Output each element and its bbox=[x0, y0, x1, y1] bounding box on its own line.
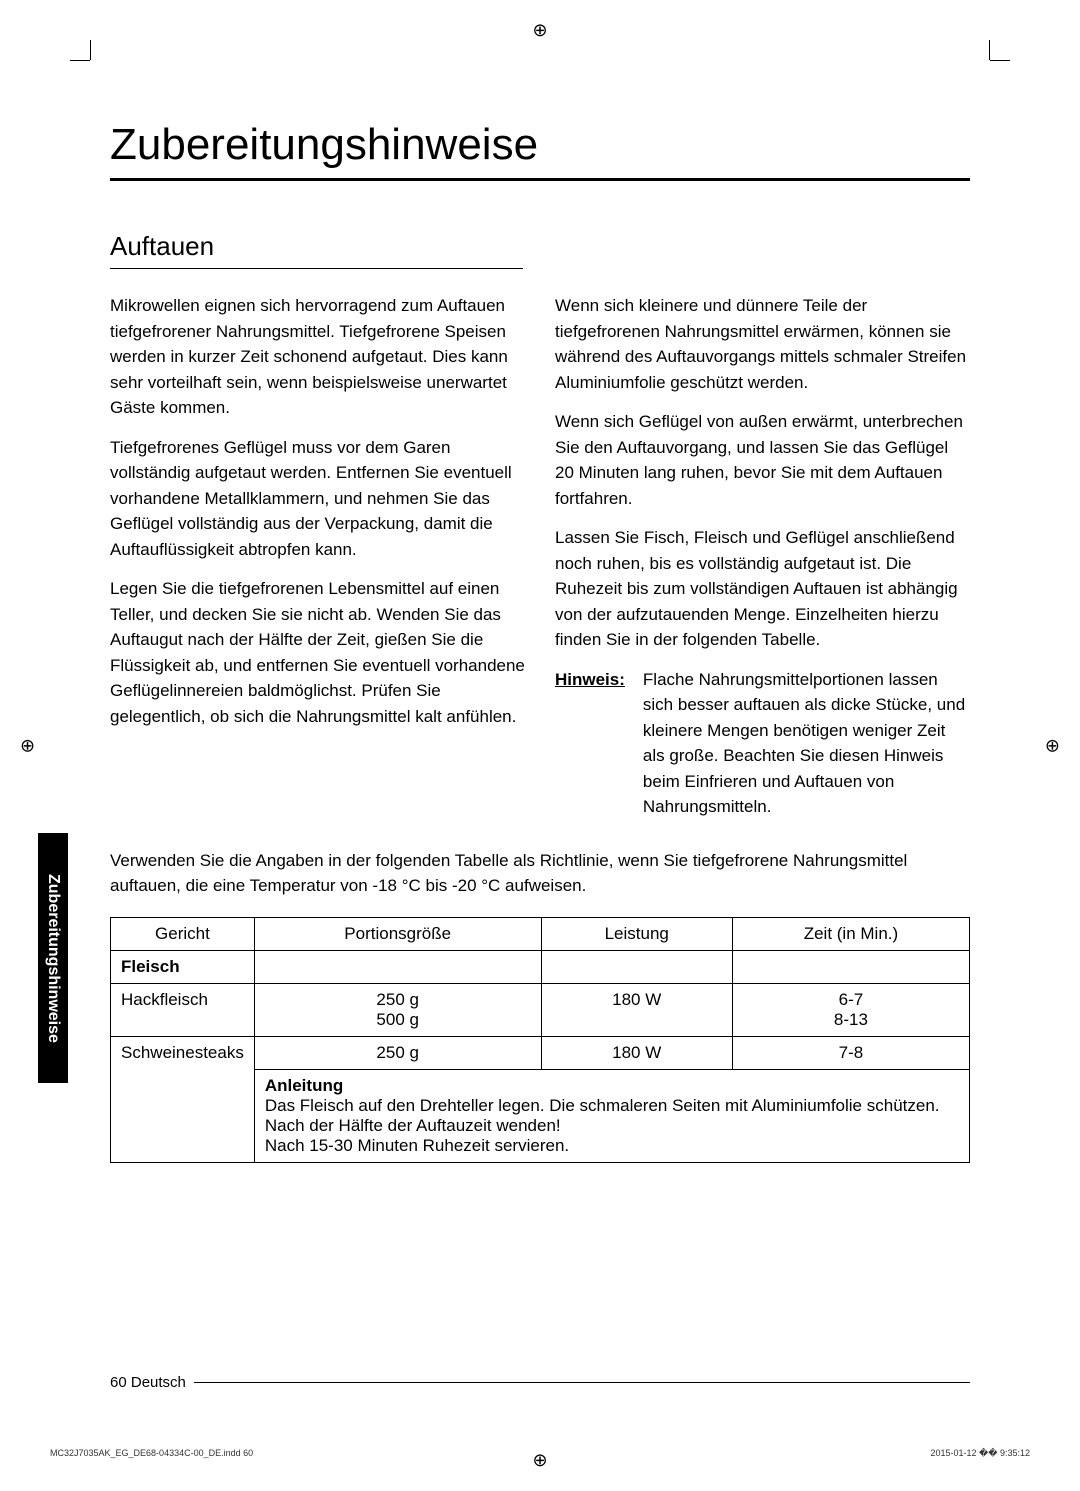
th-portion: Portionsgröße bbox=[254, 917, 541, 950]
hinweis-text: Flache Nahrungsmittelportionen lassen si… bbox=[643, 667, 970, 820]
section-title: Auftauen bbox=[110, 231, 523, 269]
table-intro: Verwenden Sie die Angaben in der folgend… bbox=[110, 848, 970, 899]
footer-meta: MC32J7035AK_EG_DE68-04334C-00_DE.indd 60… bbox=[50, 1448, 1030, 1459]
footer-file: MC32J7035AK_EG_DE68-04334C-00_DE.indd 60 bbox=[50, 1448, 253, 1459]
right-column: Wenn sich kleinere und dünnere Teile der… bbox=[555, 293, 970, 820]
table-row: Schweinesteaks 250 g 180 W 7-8 bbox=[111, 1036, 970, 1069]
time-line: 6-7 bbox=[839, 990, 864, 1009]
td-empty bbox=[732, 950, 969, 983]
th-power: Leistung bbox=[541, 917, 732, 950]
time-line: 8-13 bbox=[834, 1010, 868, 1029]
td-dish: Hackfleisch bbox=[111, 983, 255, 1036]
td-empty bbox=[254, 950, 541, 983]
th-dish: Gericht bbox=[111, 917, 255, 950]
td-category: Fleisch bbox=[111, 950, 255, 983]
hinweis-label: Hinweis: bbox=[555, 667, 625, 820]
paragraph: Lassen Sie Fisch, Fleisch und Geflügel a… bbox=[555, 525, 970, 653]
two-column-body: Mikrowellen eignen sich hervorragend zum… bbox=[110, 293, 970, 820]
th-time: Zeit (in Min.) bbox=[732, 917, 969, 950]
instruction-text: Das Fleisch auf den Drehteller legen. Di… bbox=[265, 1096, 959, 1156]
table-header-row: Gericht Portionsgröße Leistung Zeit (in … bbox=[111, 917, 970, 950]
page-title: Zubereitungshinweise bbox=[110, 120, 970, 181]
defrost-table: Gericht Portionsgröße Leistung Zeit (in … bbox=[110, 917, 970, 1163]
td-time: 7-8 bbox=[732, 1036, 969, 1069]
table-row: Hackfleisch 250 g 500 g 180 W 6-7 8-13 bbox=[111, 983, 970, 1036]
td-time: 6-7 8-13 bbox=[732, 983, 969, 1036]
page-footer: 60 Deutsch bbox=[110, 1374, 970, 1391]
td-empty bbox=[541, 950, 732, 983]
left-column: Mikrowellen eignen sich hervorragend zum… bbox=[110, 293, 525, 820]
table-category-row: Fleisch bbox=[111, 950, 970, 983]
td-power: 180 W bbox=[541, 983, 732, 1036]
paragraph: Tiefgefrorenes Geflügel muss vor dem Gar… bbox=[110, 435, 525, 563]
paragraph: Wenn sich Geflügel von außen erwärmt, un… bbox=[555, 409, 970, 511]
td-instruction: Anleitung Das Fleisch auf den Drehteller… bbox=[254, 1069, 969, 1162]
td-portion: 250 g bbox=[254, 1036, 541, 1069]
footer-date: 2015-01-12 �� 9:35:12 bbox=[930, 1448, 1030, 1459]
paragraph: Mikrowellen eignen sich hervorragend zum… bbox=[110, 293, 525, 421]
portion-line: 250 g bbox=[376, 990, 419, 1009]
page-content: Zubereitungshinweise Auftauen Mikrowelle… bbox=[0, 0, 1080, 1223]
td-portion: 250 g 500 g bbox=[254, 983, 541, 1036]
portion-line: 500 g bbox=[376, 1010, 419, 1029]
td-dish: Schweinesteaks bbox=[111, 1036, 255, 1162]
td-power: 180 W bbox=[541, 1036, 732, 1069]
paragraph: Legen Sie die tiefgefrorenen Lebensmitte… bbox=[110, 576, 525, 729]
instruction-label: Anleitung bbox=[265, 1076, 959, 1096]
paragraph: Wenn sich kleinere und dünnere Teile der… bbox=[555, 293, 970, 395]
page-language: Deutsch bbox=[131, 1374, 186, 1391]
hinweis-block: Hinweis: Flache Nahrungsmittelportionen … bbox=[555, 667, 970, 820]
page-number: 60 bbox=[110, 1374, 127, 1391]
footer-line bbox=[194, 1382, 970, 1383]
